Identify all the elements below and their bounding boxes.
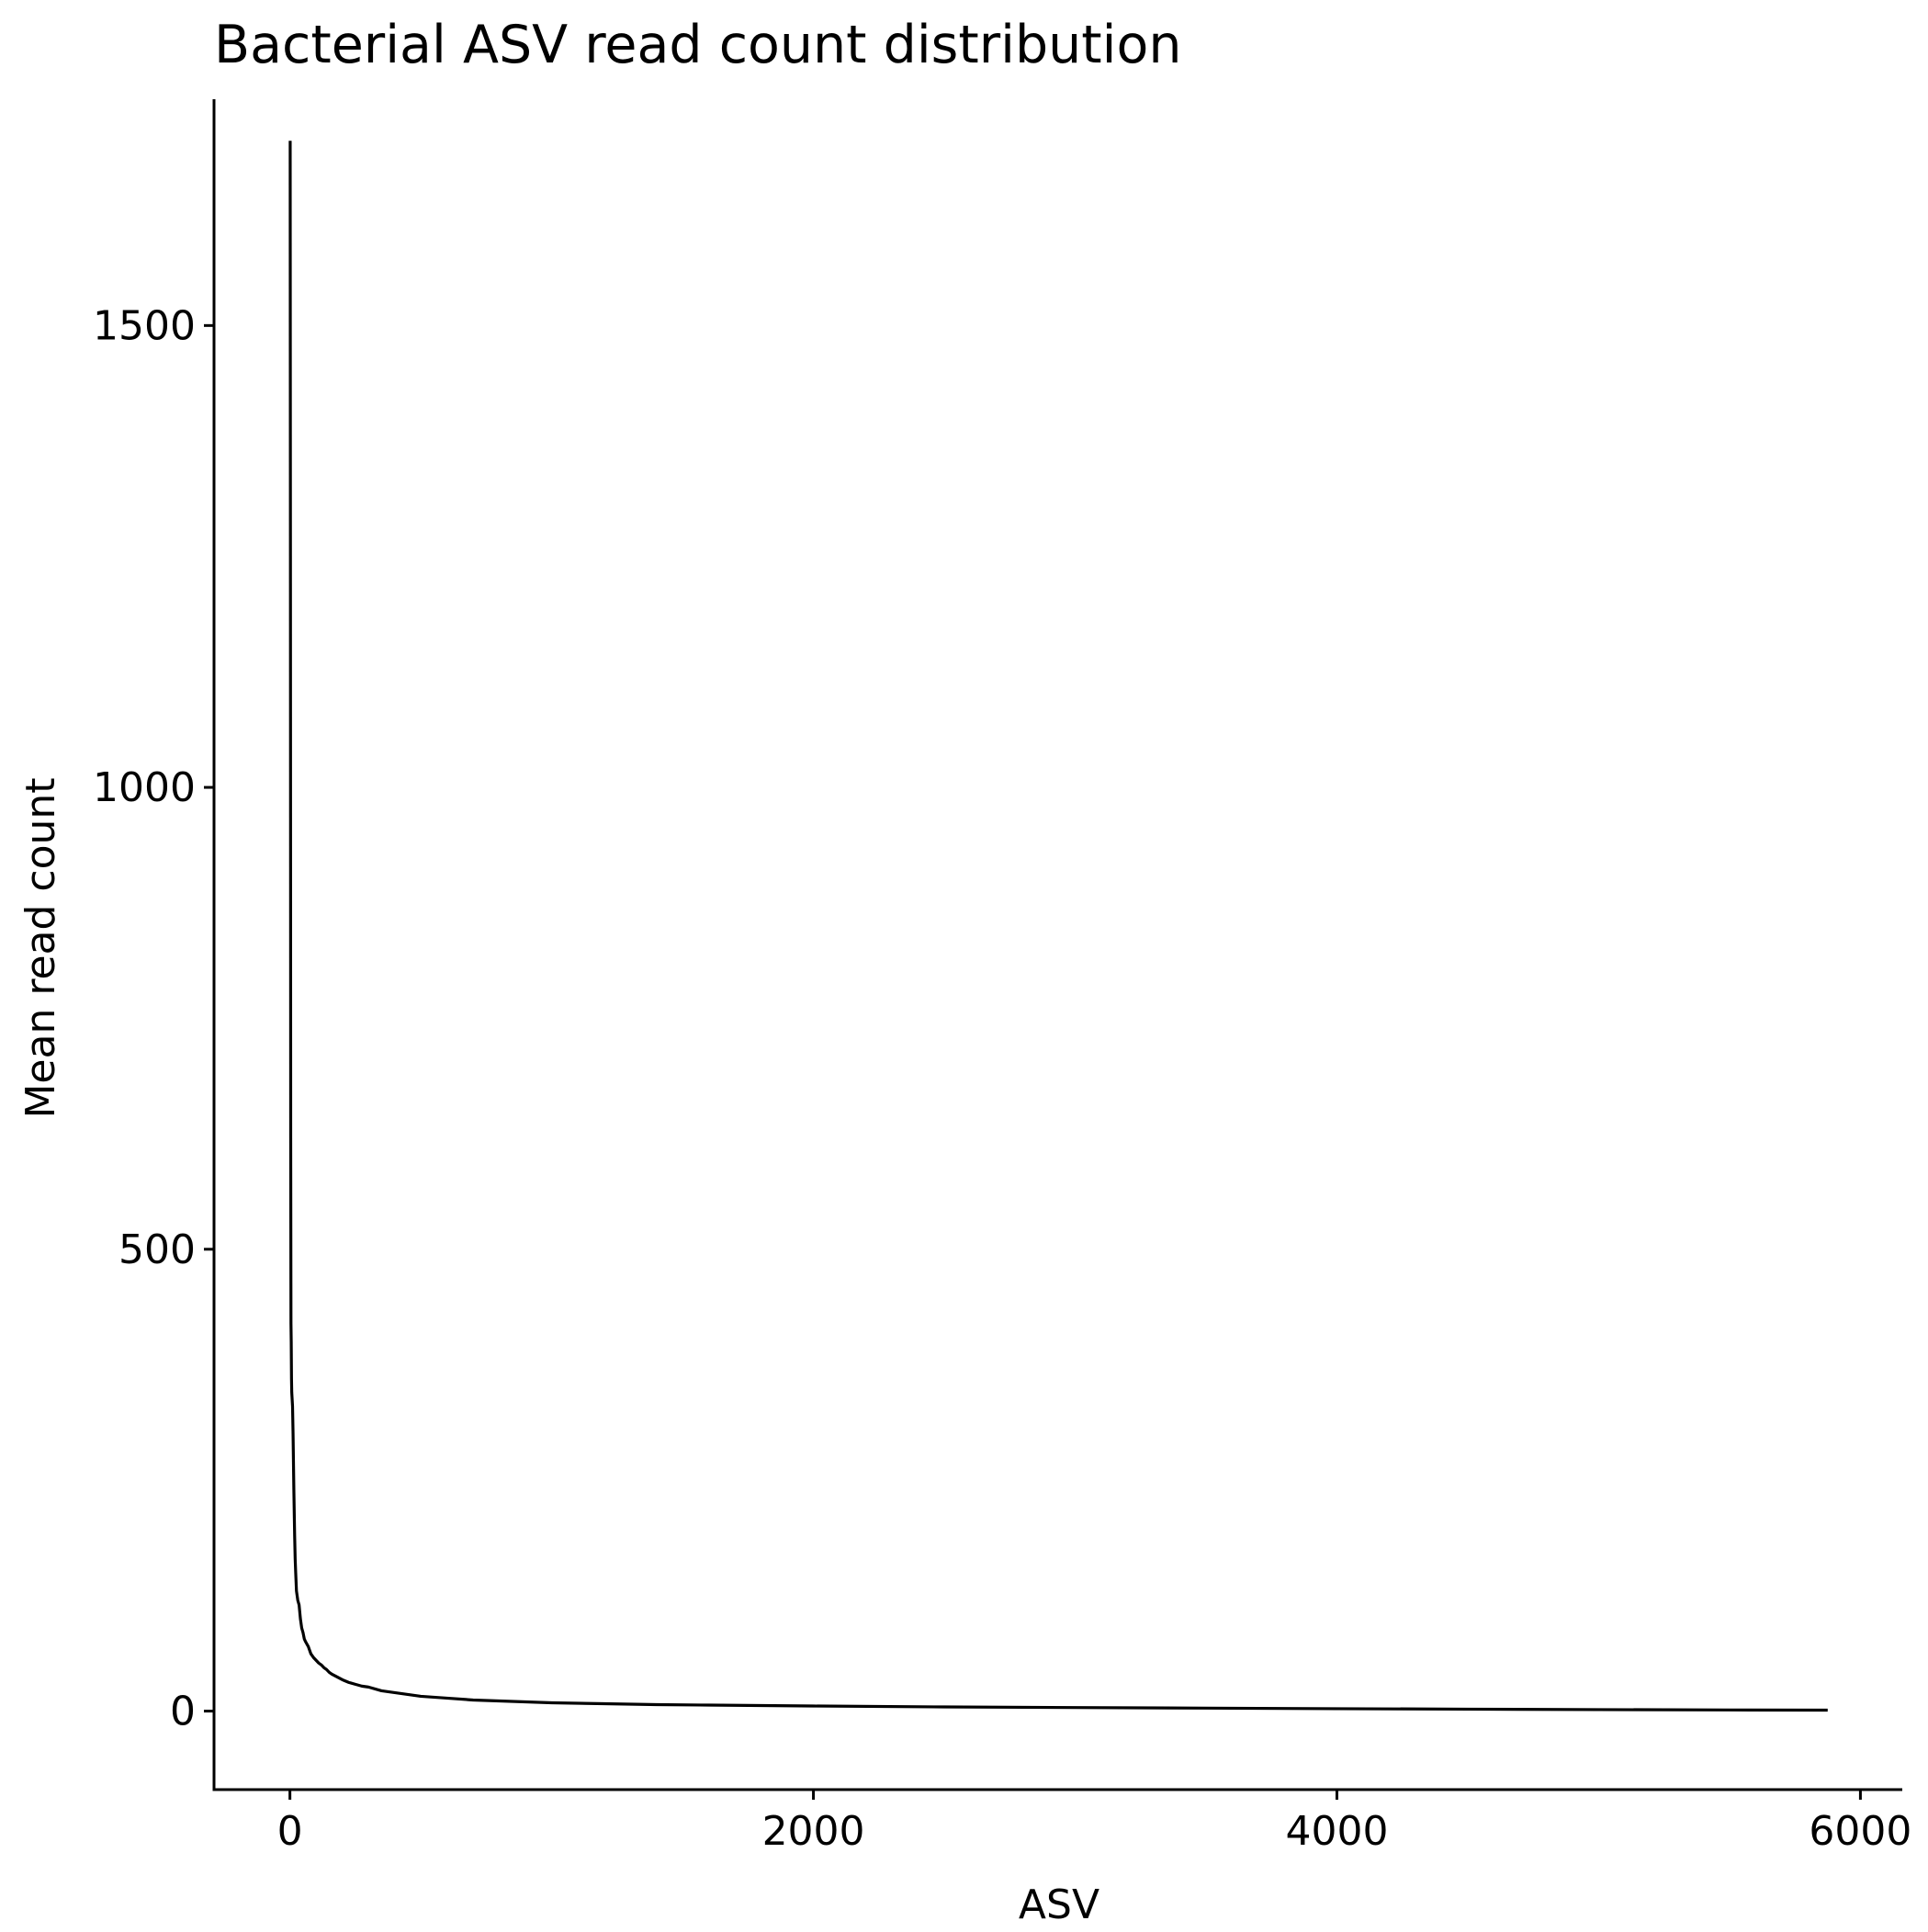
y-tick-label: 1000 bbox=[93, 764, 196, 811]
y-axis-title: Mean read count bbox=[17, 777, 64, 1118]
x-tick-label: 6000 bbox=[1809, 1808, 1911, 1855]
x-axis-title: ASV bbox=[1019, 1881, 1099, 1928]
x-tick-label: 0 bbox=[277, 1808, 303, 1855]
x-tick-label: 2000 bbox=[762, 1808, 865, 1855]
y-tick-label: 1500 bbox=[93, 302, 196, 349]
y-tick-label: 0 bbox=[170, 1689, 196, 1735]
chart-title: Bacterial ASV read count distribution bbox=[214, 15, 1181, 75]
y-tick-label: 500 bbox=[118, 1226, 196, 1273]
y-axis-ticks: 0 500 1000 1500 bbox=[93, 302, 214, 1735]
series-line bbox=[288, 141, 1828, 1712]
x-axis-ticks: 0 2000 4000 6000 bbox=[277, 1790, 1911, 1855]
x-tick-label: 4000 bbox=[1285, 1808, 1388, 1855]
